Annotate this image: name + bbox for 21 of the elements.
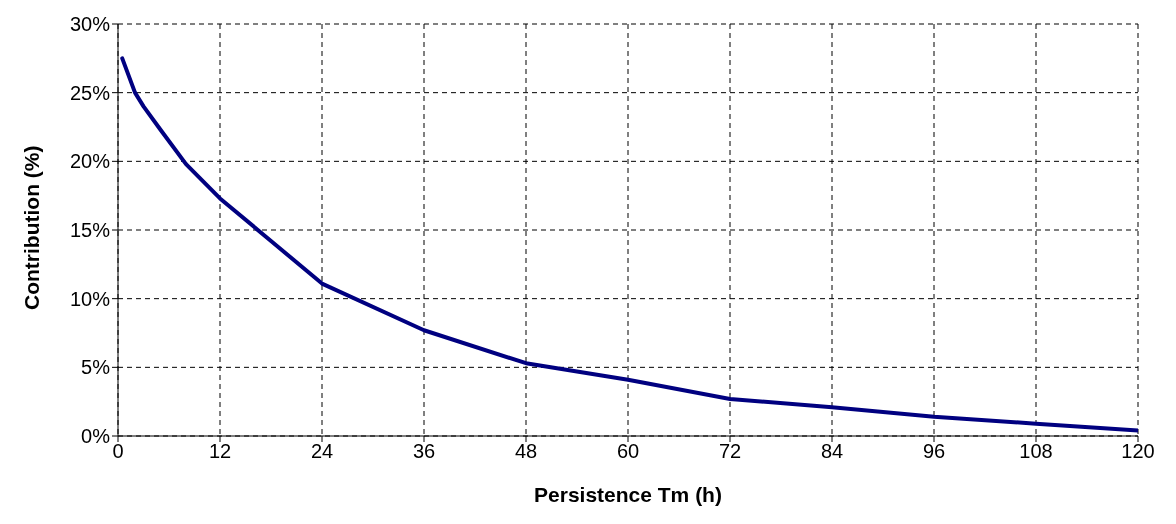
y-tick-label: 30% [69,13,111,36]
x-tick-label: 120 [1121,440,1155,463]
line-series [120,56,1138,433]
x-tick-label: 12 [208,440,232,463]
y-tick-label: 25% [69,81,111,104]
x-tick-label: 24 [310,440,334,463]
y-axis-title: Contribution (%) [20,145,44,310]
y-tick-label: 15% [69,219,111,242]
x-tick-label: 96 [922,440,946,463]
y-tick-label: 10% [69,287,111,310]
y-tick-label: 5% [81,356,111,379]
x-tick-label: 72 [718,440,742,463]
x-tick-label: 48 [514,440,538,463]
x-tick-label: 84 [820,440,844,463]
x-tick-label: 0 [112,440,124,463]
x-tick-label: 36 [412,440,436,463]
y-tick-label: 20% [69,150,111,173]
x-axis-title: Persistence Tm (h) [534,483,722,506]
x-tick-label: 108 [1019,440,1053,463]
x-tick-label: 60 [616,440,640,463]
y-tick-label: 0% [81,425,111,448]
